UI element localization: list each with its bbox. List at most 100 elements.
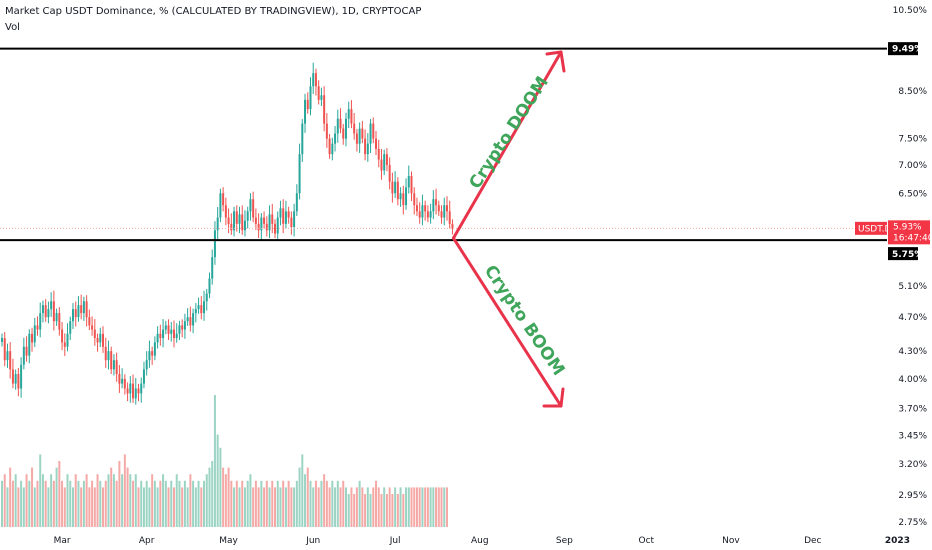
candle-body bbox=[394, 181, 397, 194]
candle bbox=[347, 101, 350, 129]
candle-body bbox=[230, 223, 233, 231]
candle-body bbox=[375, 138, 378, 149]
volume-bar bbox=[254, 480, 257, 527]
volume-bar bbox=[375, 480, 378, 527]
candle-body bbox=[183, 321, 186, 330]
candle bbox=[17, 367, 20, 397]
candle bbox=[372, 117, 375, 144]
candle-body bbox=[429, 211, 432, 218]
volume-bar bbox=[74, 474, 77, 527]
candle bbox=[314, 68, 317, 96]
volume-bar bbox=[129, 474, 132, 527]
volume-bar bbox=[110, 467, 113, 527]
candle-body bbox=[63, 342, 66, 347]
candle bbox=[385, 148, 388, 172]
volume-bar bbox=[230, 480, 233, 527]
candle-body bbox=[192, 313, 195, 326]
candle-body bbox=[353, 123, 356, 134]
volume-bar bbox=[14, 474, 17, 527]
volume-bar bbox=[178, 480, 181, 527]
volume-bar bbox=[235, 480, 238, 527]
candle-body bbox=[159, 333, 162, 339]
volume-bar bbox=[102, 487, 105, 527]
candle-body bbox=[342, 128, 345, 139]
volume-bar bbox=[355, 487, 358, 527]
candle bbox=[293, 203, 296, 237]
candle bbox=[129, 376, 132, 403]
candle bbox=[181, 319, 184, 338]
y-tick-label: 8.50% bbox=[898, 87, 927, 97]
volume-bar bbox=[203, 480, 206, 527]
candle-body bbox=[213, 230, 216, 258]
candle-body bbox=[36, 325, 39, 330]
volume-bar bbox=[233, 487, 236, 527]
candle bbox=[200, 296, 203, 320]
candle-body bbox=[219, 193, 222, 218]
candle-body bbox=[175, 333, 178, 339]
arrow-up-line bbox=[451, 50, 563, 240]
y-tick-label: 4.70% bbox=[898, 313, 927, 323]
volume-bar bbox=[238, 487, 241, 527]
candle-body bbox=[388, 164, 391, 182]
volume-bar bbox=[372, 487, 375, 527]
candle bbox=[230, 213, 233, 235]
candle bbox=[279, 200, 282, 226]
candle-body bbox=[31, 333, 34, 343]
candle-body bbox=[170, 329, 173, 334]
volume-bar bbox=[364, 494, 367, 527]
x-tick-label: 2023 bbox=[885, 536, 910, 546]
volume-bar bbox=[276, 480, 279, 527]
candle-body bbox=[47, 309, 50, 318]
candle-body bbox=[153, 342, 156, 356]
candles bbox=[1, 62, 454, 405]
candle-body bbox=[17, 374, 20, 389]
volume-bar bbox=[361, 487, 364, 527]
volume-bar bbox=[347, 494, 350, 527]
volume-bar bbox=[298, 467, 301, 527]
candle bbox=[306, 92, 309, 114]
volume-bar bbox=[1, 480, 3, 527]
candle-body bbox=[208, 278, 211, 294]
candle-body bbox=[178, 325, 181, 334]
candle-body bbox=[115, 360, 118, 375]
candle-body bbox=[74, 309, 77, 318]
candle bbox=[235, 205, 238, 232]
volume-bar bbox=[429, 487, 432, 527]
x-tick-label: May bbox=[219, 536, 238, 546]
volume-bar bbox=[339, 487, 342, 527]
level-badge-top bbox=[888, 42, 918, 56]
candle-body bbox=[200, 305, 203, 314]
candle bbox=[50, 292, 53, 317]
volume-bar bbox=[41, 474, 44, 527]
candle-body bbox=[290, 217, 293, 228]
volume-bar bbox=[410, 487, 413, 527]
candle-body bbox=[189, 317, 192, 326]
volume-bar bbox=[380, 494, 383, 527]
candle bbox=[282, 199, 285, 234]
candle-body bbox=[25, 346, 28, 356]
candle-body bbox=[347, 109, 350, 119]
volume-bar bbox=[151, 474, 154, 527]
volume-bar bbox=[344, 487, 347, 527]
annotation-crypto-doom: Crypto DOOM bbox=[465, 73, 552, 193]
candle bbox=[99, 327, 102, 347]
candle-body bbox=[451, 223, 454, 229]
candle bbox=[394, 171, 397, 198]
volume-bar bbox=[126, 467, 129, 527]
candle bbox=[164, 320, 167, 335]
candle bbox=[407, 165, 410, 194]
candle bbox=[388, 157, 391, 190]
candle-body bbox=[448, 211, 451, 224]
candle-body bbox=[235, 211, 238, 224]
candle-body bbox=[295, 193, 298, 212]
volume-bar bbox=[175, 474, 178, 527]
volume-bar bbox=[22, 487, 25, 527]
candle bbox=[22, 337, 25, 370]
candle bbox=[1, 333, 3, 347]
volume-bar bbox=[424, 487, 427, 527]
candle-body bbox=[369, 123, 372, 144]
candle-body bbox=[20, 364, 23, 389]
volume-bar bbox=[394, 487, 397, 527]
y-tick-label: 2.75% bbox=[898, 518, 927, 528]
